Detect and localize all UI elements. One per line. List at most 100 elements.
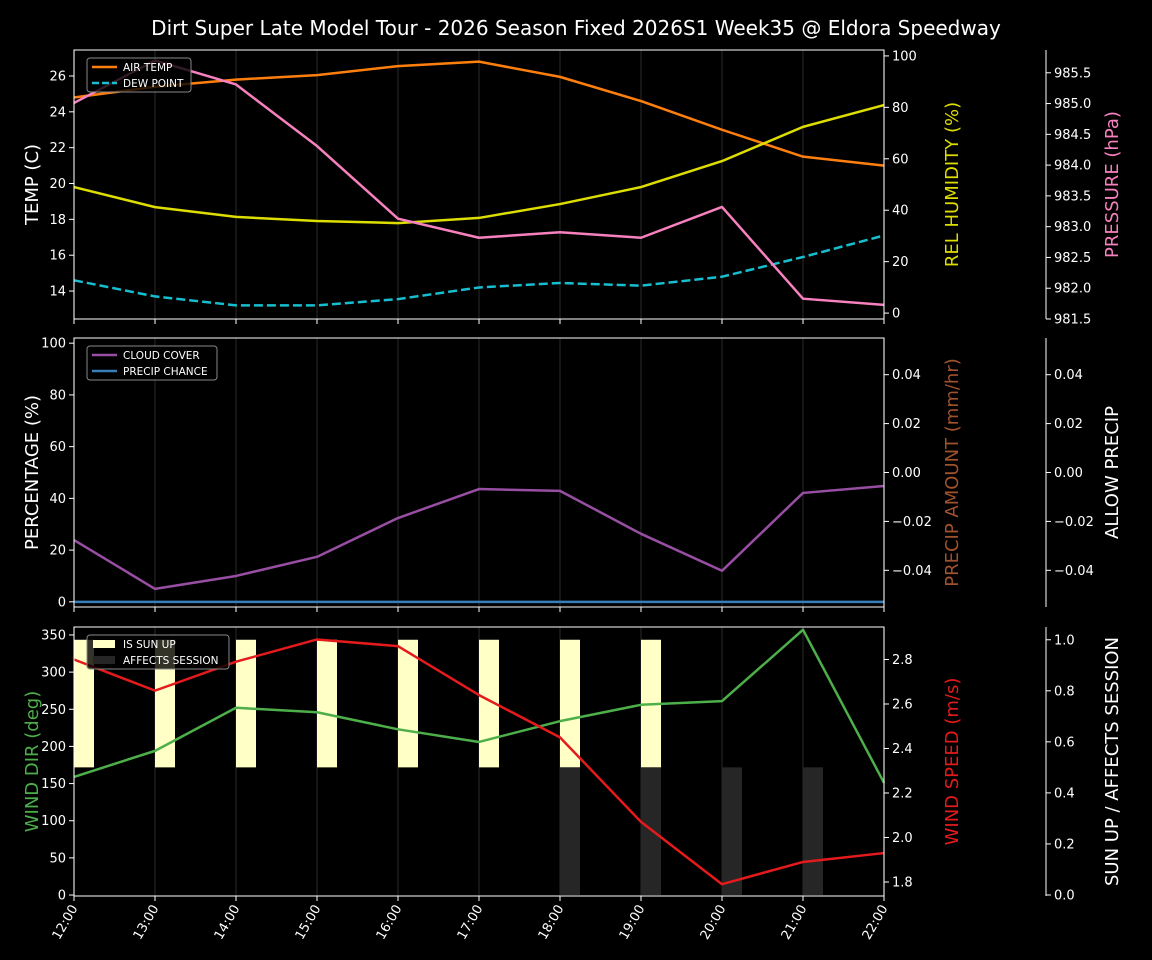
tick-label: 24: [49, 105, 66, 120]
tick-label: 981.5: [1054, 313, 1091, 328]
tick-label: 18: [49, 213, 66, 228]
tick-label: 0.04: [1054, 368, 1083, 383]
legend-label: CLOUD COVER: [123, 350, 200, 362]
axis-label-right: PRECIP AMOUNT (mm/hr): [942, 358, 963, 587]
tick-label: 983.0: [1054, 220, 1091, 235]
tick-label: −0.02: [892, 515, 932, 530]
tick-label: 2.8: [892, 653, 913, 668]
legend-label: DEW POINT: [123, 78, 184, 90]
axis-label-right2: SUN UP / AFFECTS SESSION: [1102, 637, 1123, 886]
tick-label: 200: [41, 740, 66, 755]
tick-label: 0: [58, 889, 66, 904]
sun-up-bar: [236, 639, 256, 768]
legend-box: [86, 345, 218, 381]
tick-label: 982.0: [1054, 282, 1091, 297]
sun-up-bar: [560, 639, 580, 768]
legend-box: [86, 634, 230, 670]
tick-label: 20: [892, 255, 909, 270]
legend: AIR TEMP DEW POINT: [86, 57, 192, 93]
axis-label-right2: ALLOW PRECIP: [1102, 406, 1123, 539]
tick-label: 350: [41, 628, 66, 643]
series-line-wind-dir: [73, 628, 886, 784]
tick-label: 984.0: [1054, 159, 1091, 174]
axis-label-right: WIND SPEED (m/s): [942, 678, 963, 846]
tick-label: 982.5: [1054, 251, 1091, 266]
tick-label: 0: [58, 595, 66, 610]
tick-label: 22: [49, 141, 66, 156]
tick-label: 0.6: [1054, 735, 1075, 750]
legend: CLOUD COVER PRECIP CHANCE: [86, 345, 218, 381]
axis-label-left: TEMP (C): [22, 144, 43, 226]
tick-label: 0.4: [1054, 786, 1075, 801]
sun-up-bar: [317, 639, 337, 768]
axis-label-left: WIND DIR (deg): [22, 691, 43, 833]
sun-up-bar: [155, 639, 175, 768]
tick-label: 80: [49, 388, 66, 403]
tick-label: 0.2: [1054, 837, 1075, 852]
tick-label: 0.02: [892, 417, 921, 432]
tick-label: 985.5: [1054, 66, 1091, 81]
sun-up-bar: [74, 639, 94, 768]
panel-2: 0 20 40 60 80 100 PERCENTAGE (%) −0.04 −0.02 0.00…: [22, 337, 1123, 612]
tick-label: 16: [49, 249, 66, 264]
affects-session-bar: [722, 767, 742, 895]
tick-label: 2.0: [892, 831, 913, 846]
tick-label: 1.0: [1054, 633, 1075, 648]
tick-label: 20: [49, 544, 66, 559]
series-line-air-temp: [73, 60, 885, 167]
tick-label: −0.04: [1054, 564, 1094, 579]
tick-label: 100: [41, 814, 66, 829]
sun-up-bar: [479, 639, 499, 768]
legend-label: AIR TEMP: [123, 62, 172, 74]
series-line-humidity: [73, 103, 885, 225]
axis-label-left: PERCENTAGE (%): [22, 395, 43, 550]
series-line-wind-speed: [73, 638, 885, 886]
tick-label: 14: [49, 285, 66, 300]
tick-label: 985.0: [1054, 97, 1091, 112]
axis-label-right2: PRESSURE (hPa): [1102, 111, 1123, 258]
series-line-cloud-cover: [73, 484, 885, 591]
tick-label: 0.00: [892, 466, 921, 481]
tick-label: 2.6: [892, 697, 913, 712]
panel-1: 14 16 18 20 22 24 26 TEMP (C) 0 20 40 60 80 100 REL HU…: [22, 49, 1123, 327]
tick-label: 250: [41, 703, 66, 718]
tick-label: 80: [892, 101, 909, 116]
panel-3: 0 50 100 150 200 250 300 350 WIND DIR (deg) 1.8 2.…: [22, 626, 1123, 942]
affects-session-bar: [560, 767, 580, 895]
tick-label: 20: [49, 177, 66, 192]
tick-label: 60: [892, 152, 909, 167]
sun-up-bar: [398, 639, 418, 768]
legend: IS SUN UP AFFECTS SESSION: [86, 634, 230, 670]
legend-label: AFFECTS SESSION: [123, 655, 219, 667]
tick-label: 1.8: [892, 875, 913, 890]
legend-swatch: [93, 656, 115, 664]
tick-label: 26: [49, 69, 66, 84]
legend-label: PRECIP CHANCE: [123, 366, 208, 378]
tick-label: 0.8: [1054, 684, 1075, 699]
tick-label: 100: [892, 49, 917, 64]
chart-title: Dirt Super Late Model Tour - 2026 Season…: [151, 16, 1001, 40]
tick-label: 100: [41, 337, 66, 352]
tick-label: 40: [892, 204, 909, 219]
tick-label: 2.4: [892, 742, 913, 757]
tick-label: 984.5: [1054, 128, 1091, 143]
tick-label: 0.02: [1054, 417, 1083, 432]
legend-swatch: [93, 640, 115, 648]
series-line-pressure: [73, 59, 885, 307]
tick-label: −0.02: [1054, 515, 1094, 530]
tick-label: 0.0: [1054, 888, 1075, 903]
tick-label: 300: [41, 666, 66, 681]
tick-label: 150: [41, 777, 66, 792]
series-line-dew-point: [73, 234, 885, 307]
tick-label: −0.04: [892, 564, 932, 579]
axis-label-right: REL HUMIDITY (%): [942, 102, 963, 267]
tick-label: 983.5: [1054, 189, 1091, 204]
tick-label: 0: [892, 307, 900, 322]
tick-label: 60: [49, 440, 66, 455]
legend-label: IS SUN UP: [123, 639, 176, 651]
affects-session-bar: [803, 767, 823, 895]
tick-label: 0.00: [1054, 466, 1083, 481]
tick-label: 40: [49, 492, 66, 507]
tick-label: 50: [49, 851, 66, 866]
